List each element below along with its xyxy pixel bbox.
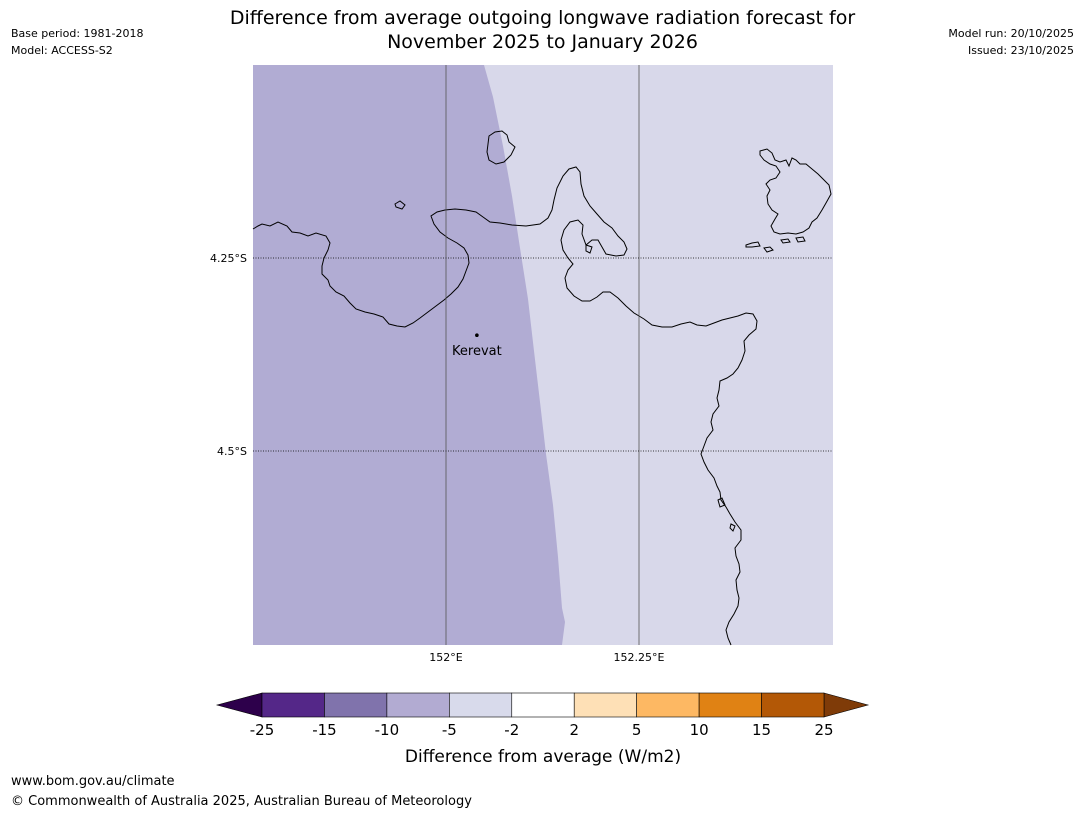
model-name: Model: ACCESS-S2 (11, 44, 113, 57)
colorbar-tick-label: -25 (250, 721, 275, 739)
colorbar-swatch (386, 692, 450, 718)
colorbar-swatch (449, 692, 513, 718)
lon-tick-label: 152°E (429, 651, 462, 664)
footer-url: www.bom.gov.au/climate (11, 774, 175, 789)
issued-date: Issued: 23/10/2025 (967, 44, 1074, 57)
colorbar-swatch (698, 692, 762, 718)
coast-islet-3 (763, 246, 774, 253)
colorbar-tick-label: -2 (504, 721, 519, 739)
coast-islet-7 (717, 497, 726, 508)
colorbar-swatch (511, 692, 575, 718)
region-west (253, 65, 565, 645)
model-run: Model run: 20/10/2025 (948, 27, 1074, 40)
coast-islet-2 (745, 241, 761, 248)
colorbar-label: Difference from average (W/m2) (405, 747, 681, 767)
coast-islet-1 (394, 200, 406, 210)
colorbar-swatch (261, 692, 325, 718)
colorbar-swatch (324, 692, 388, 718)
coastlines (252, 130, 832, 646)
colorbar: Difference from average (W/m2) -25 -15 -10… (215, 692, 870, 767)
colorbar-tick-label: 15 (752, 721, 771, 739)
map-area: Kerevat 152°E 152.25°E 4.25°S 4.5°S (210, 65, 833, 664)
colorbar-tick-label: 5 (632, 721, 642, 739)
chart-title: Difference from average outgoing longwav… (0, 6, 1085, 54)
coast-duke-of-york-islands (759, 148, 832, 235)
gridlines (253, 65, 833, 645)
title-line-1: Difference from average outgoing longwav… (229, 7, 856, 29)
footer-copyright: © Commonwealth of Australia 2025, Austra… (11, 794, 472, 809)
colorbar-under-arrow (215, 692, 263, 718)
colorbar-swatch (761, 692, 825, 718)
axis-labels: 152°E 152.25°E 4.25°S 4.5°S (210, 252, 664, 664)
colorbar-over-arrow (823, 692, 870, 718)
coast-islet-4 (780, 238, 791, 244)
colorbar-tick-label: -15 (312, 721, 337, 739)
lat-tick-label: 4.25°S (210, 252, 247, 265)
place-label: Kerevat (452, 344, 502, 359)
colorbar-tick-label: -5 (442, 721, 457, 739)
lon-tick-label: 152.25°E (614, 651, 665, 664)
meta-left: Base period: 1981-2018 Model: ACCESS-S2 (11, 25, 143, 59)
coast-islet-6 (585, 244, 593, 254)
colorbar-swatch (636, 692, 700, 718)
coast-islet-5 (795, 236, 806, 243)
places: Kerevat (452, 333, 502, 359)
coast-islet-8 (729, 523, 736, 532)
base-period: Base period: 1981-2018 (11, 27, 144, 40)
colorbar-tick-label: 10 (690, 721, 709, 739)
coast-gazelle-peninsula (252, 166, 758, 646)
colorbar-tick-label: -10 (375, 721, 400, 739)
colorbar-swatch (573, 692, 637, 718)
place-marker (475, 333, 479, 338)
meta-right: Model run: 20/10/2025 Issued: 23/10/2025 (948, 25, 1074, 59)
colorbar-tick-label: 2 (569, 721, 579, 739)
coast-watom-island (486, 130, 516, 165)
title-line-2: November 2025 to January 2026 (387, 31, 698, 53)
colorbar-tick-label: 25 (814, 721, 833, 739)
lat-tick-label: 4.5°S (217, 445, 247, 458)
